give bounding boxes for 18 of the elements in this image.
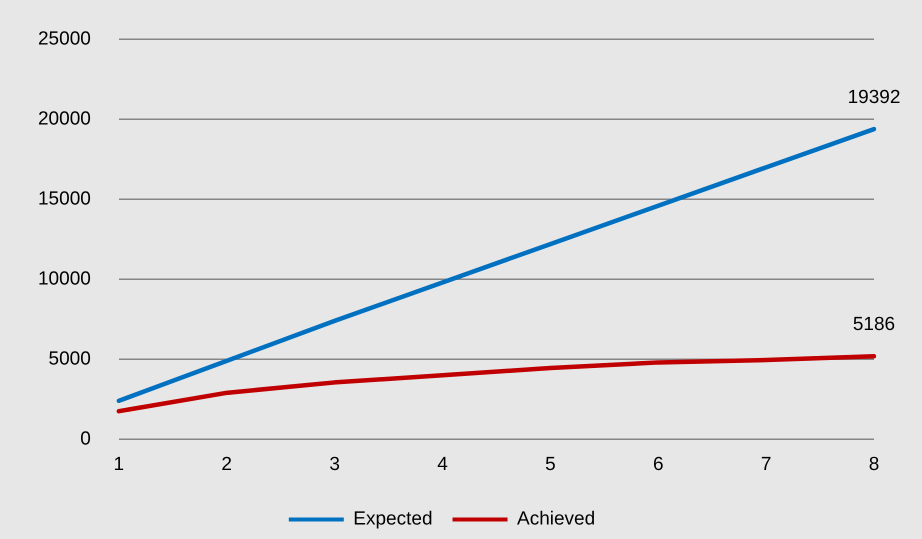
x-tick-label: 6	[652, 454, 664, 475]
y-tick-label: 20000	[38, 108, 91, 130]
y-tick-label: 5000	[48, 348, 91, 370]
y-tick-label: 10000	[38, 268, 91, 290]
y-tick-label: 25000	[38, 28, 91, 50]
data-label: 19392	[848, 86, 900, 108]
legend-label: Expected	[353, 508, 433, 530]
y-tick-label: 0	[80, 428, 91, 450]
data-label: 5186	[852, 314, 896, 335]
x-tick-label: 5	[545, 454, 556, 475]
x-tick-label: 7	[760, 454, 772, 475]
x-tick-label: 1	[114, 454, 124, 475]
x-tick-label: 2	[221, 454, 232, 475]
x-tick-label: 4	[437, 454, 448, 475]
y-tick-label: 15000	[38, 188, 91, 210]
legend-label: Achieved	[517, 508, 596, 530]
x-tick-label: 8	[868, 454, 880, 475]
x-tick-label: 3	[329, 454, 340, 475]
